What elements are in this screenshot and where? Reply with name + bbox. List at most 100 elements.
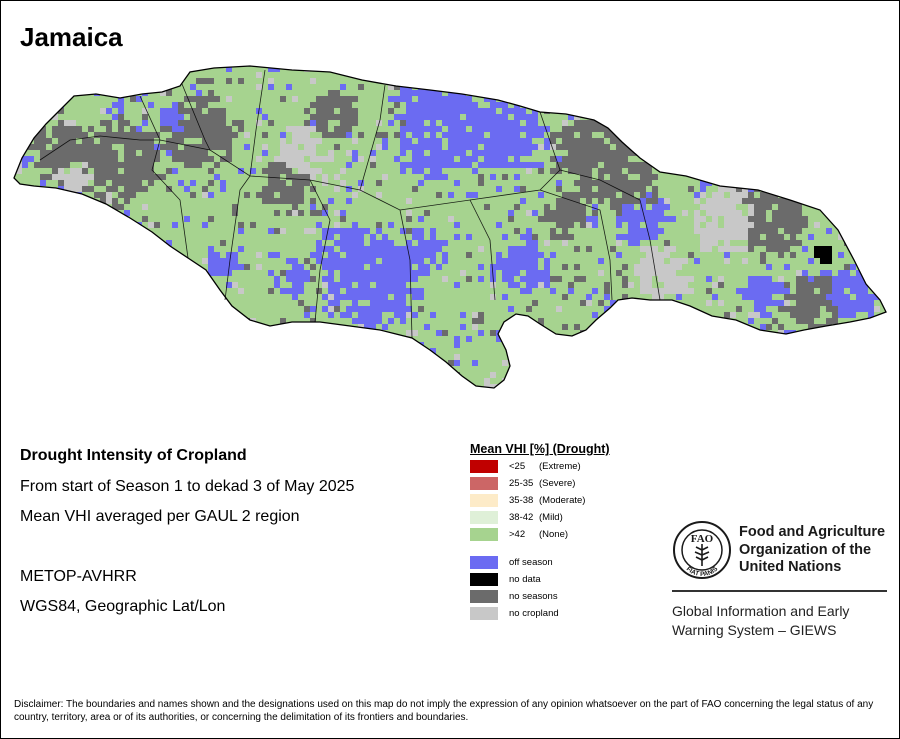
map-cell — [232, 102, 238, 108]
map-cell — [40, 90, 46, 96]
map-cell — [88, 162, 94, 168]
map-cell — [226, 258, 232, 264]
map-cell — [796, 222, 802, 228]
map-cell — [418, 66, 424, 72]
map-cell — [496, 252, 502, 258]
map-cell — [718, 96, 724, 102]
map-cell — [460, 234, 466, 240]
map-cell — [598, 162, 604, 168]
map-cell — [352, 228, 358, 234]
map-cell — [544, 198, 550, 204]
map-cell — [208, 132, 214, 138]
map-cell — [292, 186, 298, 192]
map-cell — [40, 246, 46, 252]
map-cell — [178, 126, 184, 132]
map-cell — [88, 108, 94, 114]
map-cell — [574, 72, 580, 78]
map-cell — [574, 240, 580, 246]
map-cell — [448, 198, 454, 204]
map-cell — [256, 198, 262, 204]
map-cell — [586, 72, 592, 78]
map-cell — [820, 90, 826, 96]
map-cell — [586, 108, 592, 114]
map-cell — [88, 234, 94, 240]
map-cell — [136, 240, 142, 246]
map-cell — [478, 84, 484, 90]
map-cell — [256, 90, 262, 96]
map-cell — [256, 222, 262, 228]
map-cell — [490, 222, 496, 228]
map-cell — [142, 252, 148, 258]
map-cell — [34, 96, 40, 102]
map-cell — [394, 252, 400, 258]
map-cell — [634, 240, 640, 246]
map-cell — [178, 168, 184, 174]
map-cell — [820, 246, 826, 252]
map-cell — [880, 84, 886, 90]
map-cell — [94, 144, 100, 150]
map-cell — [322, 198, 328, 204]
map-cell — [580, 228, 586, 234]
map-cell — [442, 174, 448, 180]
map-cell — [244, 246, 250, 252]
map-cell — [154, 168, 160, 174]
map-cell — [730, 162, 736, 168]
map-cell — [328, 132, 334, 138]
map-cell — [544, 240, 550, 246]
map-cell — [244, 168, 250, 174]
map-cell — [388, 126, 394, 132]
map-cell — [16, 96, 22, 102]
map-cell — [712, 186, 718, 192]
map-cell — [196, 60, 202, 66]
map-cell — [454, 60, 460, 66]
map-cell — [754, 120, 760, 126]
map-cell — [244, 252, 250, 258]
map-cell — [748, 192, 754, 198]
map-cell — [544, 138, 550, 144]
map-cell — [538, 114, 544, 120]
map-cell — [16, 204, 22, 210]
map-cell — [688, 144, 694, 150]
map-cell — [142, 222, 148, 228]
map-cell — [580, 120, 586, 126]
map-cell — [124, 66, 130, 72]
map-cell — [304, 114, 310, 120]
map-cell — [370, 252, 376, 258]
map-cell — [100, 246, 106, 252]
map-cell — [256, 216, 262, 222]
map-cell — [766, 126, 772, 132]
map-cell — [694, 132, 700, 138]
map-cell — [424, 72, 430, 78]
map-cell — [736, 186, 742, 192]
map-cell — [568, 198, 574, 204]
map-cell — [232, 84, 238, 90]
map-cell — [202, 192, 208, 198]
map-cell — [826, 210, 832, 216]
map-cell — [262, 192, 268, 198]
map-cell — [352, 120, 358, 126]
map-cell — [772, 66, 778, 72]
map-cell — [850, 78, 856, 84]
map-cell — [238, 240, 244, 246]
map-cell — [466, 102, 472, 108]
map-cell — [196, 174, 202, 180]
map-cell — [112, 108, 118, 114]
map-cell — [544, 114, 550, 120]
map-cell — [616, 228, 622, 234]
map-cell — [76, 60, 82, 66]
map-cell — [430, 114, 436, 120]
map-cell — [520, 198, 526, 204]
map-cell — [94, 210, 100, 216]
map-cell — [532, 186, 538, 192]
map-cell — [604, 84, 610, 90]
map-cell — [628, 126, 634, 132]
map-cell — [808, 198, 814, 204]
map-cell — [688, 210, 694, 216]
map-cell — [220, 210, 226, 216]
map-cell — [64, 216, 70, 222]
map-cell — [478, 252, 484, 258]
map-cell — [682, 102, 688, 108]
map-cell — [790, 150, 796, 156]
map-cell — [430, 156, 436, 162]
map-cell — [358, 102, 364, 108]
